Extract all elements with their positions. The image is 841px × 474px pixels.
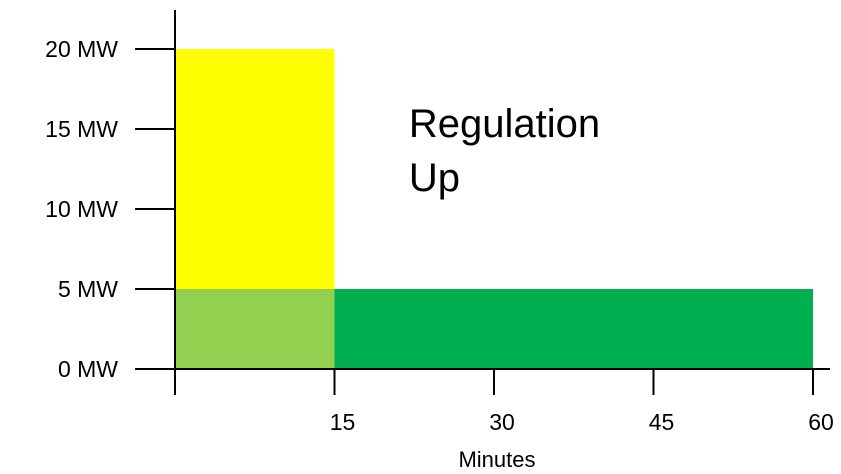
x-tick-label-2: 45 [649, 409, 675, 435]
block-0 [175, 49, 335, 289]
y-tick-label-2: 10 MW [45, 196, 118, 222]
block-2 [334, 289, 813, 369]
y-tick-label-0: 0 MW [58, 356, 118, 382]
block-1 [175, 289, 335, 369]
y-tick-label-4: 20 MW [45, 36, 118, 62]
annotation-0-line-1: Up [409, 156, 460, 200]
labels-layer: 0 MW 5 MW 10 MW 15 MW 20 MW 15 30 45 60 Regulatio… [45, 36, 834, 435]
axes-layer [135, 10, 830, 395]
x-tick-label-3: 60 [808, 409, 834, 435]
x-axis-title: Minutes [458, 447, 535, 472]
y-tick-label-1: 5 MW [58, 276, 118, 302]
x-tick-label-0: 15 [330, 409, 356, 435]
y-tick-label-3: 15 MW [45, 116, 118, 142]
annotation-0-line-0: Regulation [409, 102, 600, 146]
x-tick-label-1: 30 [489, 409, 515, 435]
blocks-layer [175, 49, 813, 369]
